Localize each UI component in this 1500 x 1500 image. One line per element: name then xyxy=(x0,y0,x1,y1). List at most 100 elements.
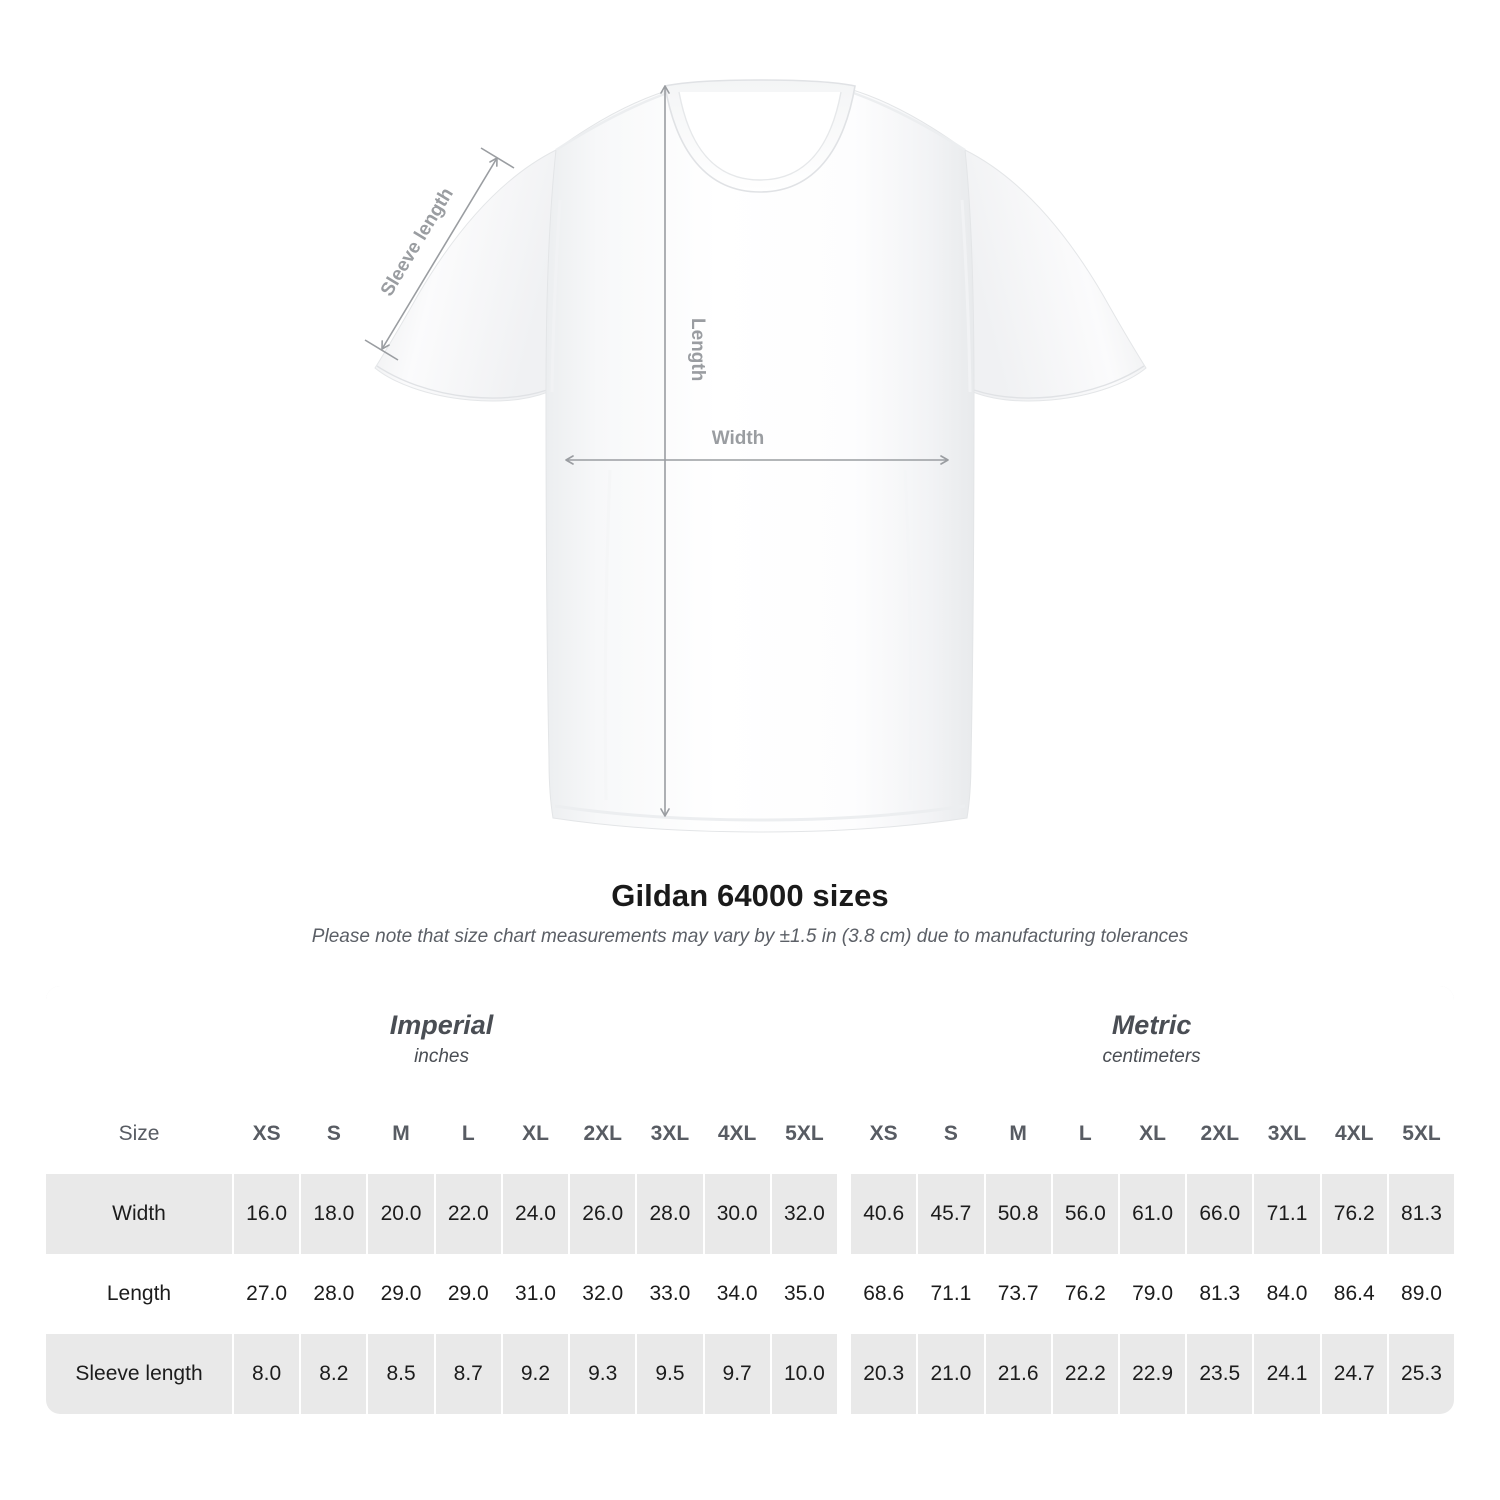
cell-imperial-sleeve-length-m: 8.5 xyxy=(366,1334,434,1414)
cell-metric-width-2xl: 66.0 xyxy=(1185,1174,1253,1254)
cell-imperial-width-m: 20.0 xyxy=(366,1174,434,1254)
cell-metric-length-xs: 68.6 xyxy=(849,1254,917,1334)
cell-metric-width-s: 45.7 xyxy=(916,1174,984,1254)
column-header-imperial-2xl: 2XL xyxy=(568,1094,636,1174)
cell-metric-width-3xl: 71.1 xyxy=(1252,1174,1320,1254)
cell-imperial-length-3xl: 33.0 xyxy=(635,1254,703,1334)
column-header-metric-s: S xyxy=(916,1094,984,1174)
cell-imperial-width-3xl: 28.0 xyxy=(635,1174,703,1254)
column-header-metric-2xl: 2XL xyxy=(1185,1094,1253,1174)
column-header-imperial-xl: XL xyxy=(500,1094,569,1174)
cell-imperial-sleeve-length-xs: 8.0 xyxy=(232,1334,300,1414)
cell-imperial-width-s: 18.0 xyxy=(299,1174,367,1254)
system-gap xyxy=(837,1334,850,1414)
cell-imperial-sleeve-length-xl: 9.2 xyxy=(500,1334,569,1414)
right-sleeve xyxy=(964,149,1147,402)
cell-metric-length-s: 71.1 xyxy=(916,1254,984,1334)
cell-imperial-length-2xl: 32.0 xyxy=(568,1254,636,1334)
width-label: Width xyxy=(712,428,765,449)
tshirt-svg: Length Width Sleeve length xyxy=(364,79,1147,833)
cell-imperial-length-s: 28.0 xyxy=(299,1254,367,1334)
tshirt-illustration: Length Width Sleeve length xyxy=(364,79,1147,833)
cell-metric-length-l: 76.2 xyxy=(1050,1254,1118,1334)
heading-block: Gildan 64000 sizes Please note that size… xyxy=(0,876,1500,952)
cell-imperial-sleeve-length-5xl: 10.0 xyxy=(769,1334,838,1414)
column-header-imperial-l: L xyxy=(433,1094,501,1174)
cell-metric-length-4xl: 86.4 xyxy=(1319,1254,1387,1334)
collar xyxy=(664,79,856,193)
cell-metric-length-2xl: 81.3 xyxy=(1185,1254,1253,1334)
table-header-row: Size XS S M L XL 2XL 3XL 4XL 5XL XS S M L XL 2XL 3XL 4XL 5… xyxy=(46,1094,1455,1174)
width-measure: Width xyxy=(565,428,949,465)
size-chart-table-wrapper: Imperial inches Metric centimeters Size XS S M L… xyxy=(46,986,1455,1414)
cell-metric-sleeve-length-4xl: 24.7 xyxy=(1319,1334,1387,1414)
cell-metric-width-l: 56.0 xyxy=(1050,1174,1118,1254)
system-gap xyxy=(837,1254,850,1334)
column-header-metric-4xl: 4XL xyxy=(1319,1094,1387,1174)
column-header-metric-3xl: 3XL xyxy=(1252,1094,1320,1174)
column-header-imperial-3xl: 3XL xyxy=(635,1094,703,1174)
cell-metric-sleeve-length-5xl: 25.3 xyxy=(1386,1334,1455,1414)
page-title: Gildan 64000 sizes xyxy=(611,878,889,913)
cell-metric-width-xs: 40.6 xyxy=(849,1174,917,1254)
column-header-imperial-4xl: 4XL xyxy=(702,1094,770,1174)
cell-imperial-length-5xl: 35.0 xyxy=(769,1254,838,1334)
cell-imperial-sleeve-length-3xl: 9.5 xyxy=(635,1334,703,1414)
row-label-sleeve-length: Sleeve length xyxy=(46,1334,232,1414)
column-header-size: Size xyxy=(46,1094,232,1174)
system-gap xyxy=(837,1174,850,1254)
cell-metric-sleeve-length-xs: 20.3 xyxy=(849,1334,917,1414)
unit-banner-spacer xyxy=(837,986,850,1094)
unit-name: Imperial xyxy=(389,1010,494,1040)
cell-metric-length-m: 73.7 xyxy=(983,1254,1051,1334)
unit-banner-row: Imperial inches Metric centimeters xyxy=(46,986,1455,1094)
unit-subtitle: centimeters xyxy=(1102,1046,1201,1067)
cell-imperial-sleeve-length-2xl: 9.3 xyxy=(568,1334,636,1414)
column-header-metric-xs: XS xyxy=(849,1094,917,1174)
column-header-imperial-m: M xyxy=(366,1094,434,1174)
sleeve-cap-upper xyxy=(480,147,515,169)
column-header-imperial-5xl: 5XL xyxy=(769,1094,838,1174)
cell-metric-width-xl: 61.0 xyxy=(1117,1174,1186,1254)
cell-metric-sleeve-length-l: 22.2 xyxy=(1050,1334,1118,1414)
unit-banner-metric: Metric centimeters xyxy=(849,986,1455,1094)
cell-imperial-length-l: 29.0 xyxy=(433,1254,501,1334)
cell-imperial-width-4xl: 30.0 xyxy=(702,1174,770,1254)
cell-metric-length-xl: 79.0 xyxy=(1117,1254,1186,1334)
cell-metric-width-5xl: 81.3 xyxy=(1386,1174,1455,1254)
cell-imperial-sleeve-length-s: 8.2 xyxy=(299,1334,367,1414)
table-row: Length 27.0 28.0 29.0 29.0 31.0 32.0 33.0 34.0 35… xyxy=(46,1254,1455,1334)
cell-imperial-length-m: 29.0 xyxy=(366,1254,434,1334)
cell-metric-length-3xl: 84.0 xyxy=(1252,1254,1320,1334)
cell-metric-sleeve-length-2xl: 23.5 xyxy=(1185,1334,1253,1414)
column-header-imperial-s: S xyxy=(299,1094,367,1174)
row-label-width: Width xyxy=(46,1174,232,1254)
cell-metric-sleeve-length-m: 21.6 xyxy=(983,1334,1051,1414)
length-label: Length xyxy=(687,318,708,381)
cell-imperial-length-xl: 31.0 xyxy=(500,1254,569,1334)
cell-metric-sleeve-length-3xl: 24.1 xyxy=(1252,1334,1320,1414)
column-header-metric-l: L xyxy=(1050,1094,1118,1174)
cell-imperial-width-5xl: 32.0 xyxy=(769,1174,838,1254)
cell-metric-sleeve-length-s: 21.0 xyxy=(916,1334,984,1414)
size-chart-table: Imperial inches Metric centimeters Size XS S M L… xyxy=(46,986,1455,1414)
column-header-metric-5xl: 5XL xyxy=(1386,1094,1455,1174)
cell-imperial-width-xs: 16.0 xyxy=(232,1174,300,1254)
cell-metric-width-4xl: 76.2 xyxy=(1319,1174,1387,1254)
length-measure: Length xyxy=(660,85,708,817)
column-header-imperial-xs: XS xyxy=(232,1094,300,1174)
cell-imperial-width-l: 22.0 xyxy=(433,1174,501,1254)
row-label-length: Length xyxy=(46,1254,232,1334)
cell-imperial-width-2xl: 26.0 xyxy=(568,1174,636,1254)
sleeve-cap-lower xyxy=(364,339,399,361)
sleeve-length-arrow xyxy=(381,157,498,350)
tolerance-note: Please note that size chart measurements… xyxy=(311,926,1189,947)
cell-imperial-length-4xl: 34.0 xyxy=(702,1254,770,1334)
system-gap xyxy=(837,1094,850,1174)
unit-subtitle: inches xyxy=(414,1046,469,1067)
cell-metric-length-5xl: 89.0 xyxy=(1386,1254,1455,1334)
unit-name: Metric xyxy=(1111,1010,1192,1040)
cell-imperial-sleeve-length-l: 8.7 xyxy=(433,1334,501,1414)
table-row: Sleeve length 8.0 8.2 8.5 8.7 9.2 9.3 9.5 9.7 10.… xyxy=(46,1334,1455,1414)
cell-imperial-length-xs: 27.0 xyxy=(232,1254,300,1334)
